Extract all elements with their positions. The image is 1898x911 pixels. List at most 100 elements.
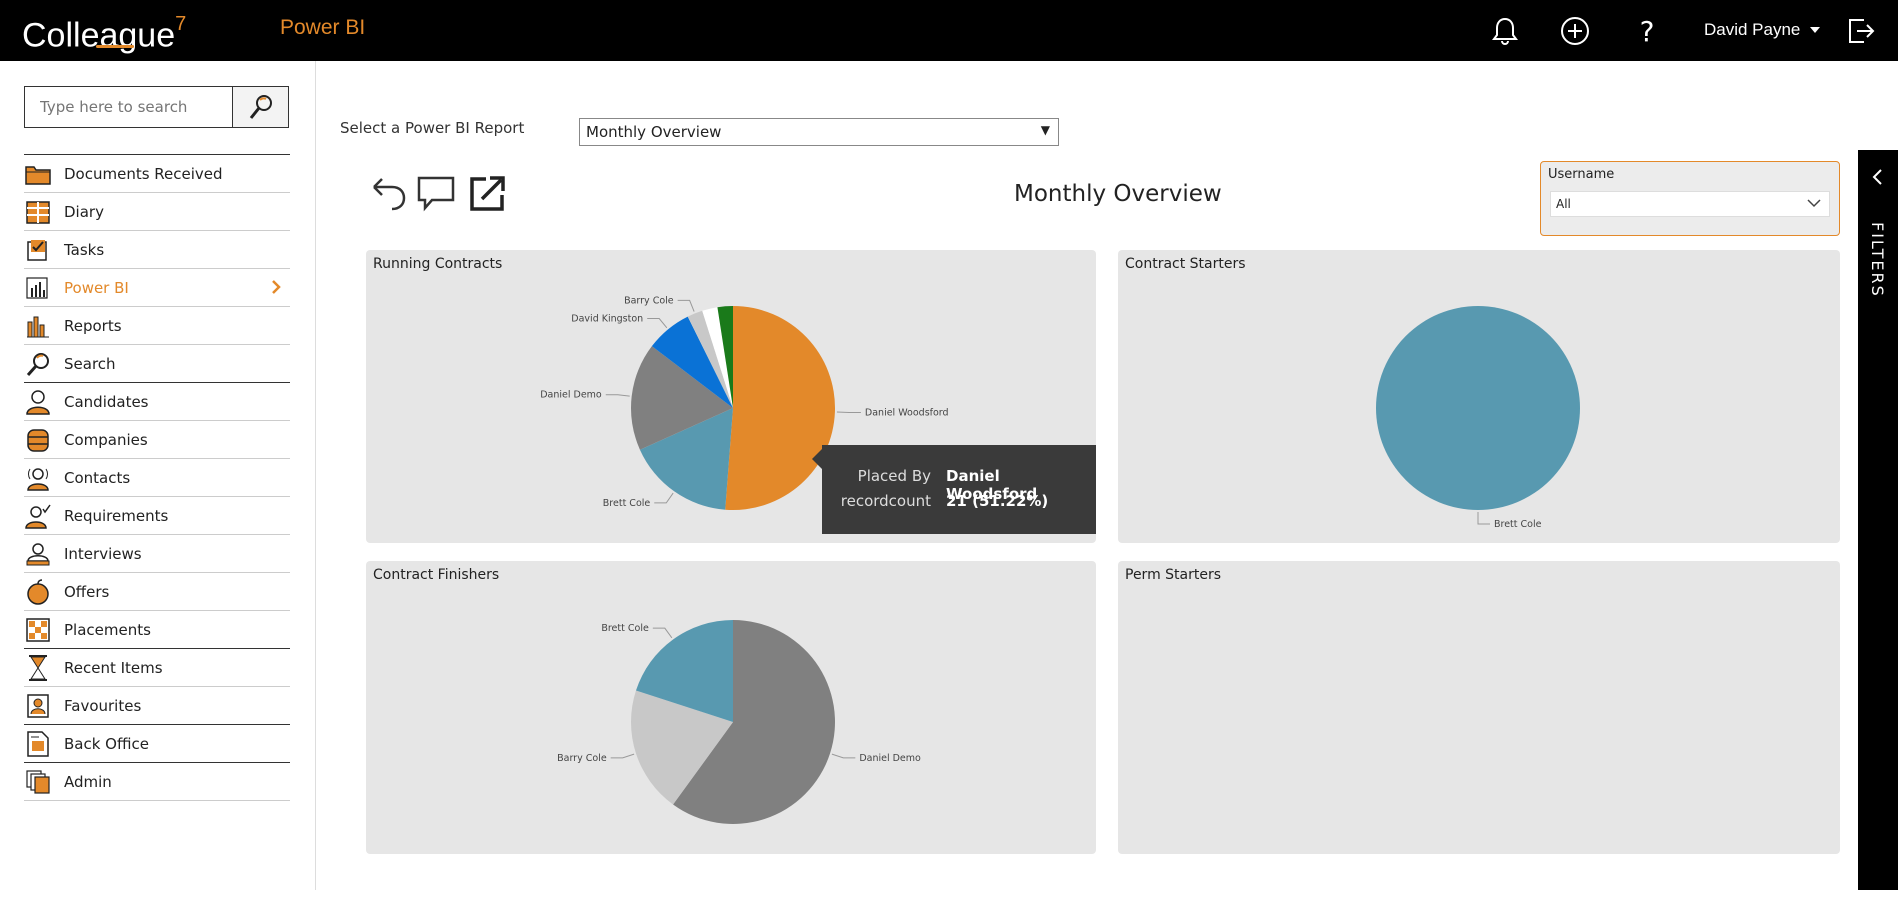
sidebar-item-label: Diary <box>64 203 104 221</box>
comment-icon[interactable] <box>416 173 456 213</box>
pie-label: Barry Cole <box>624 295 674 306</box>
sidebar-item-label: Tasks <box>64 241 104 259</box>
sidebar-item-candidates[interactable]: Candidates <box>24 382 290 420</box>
add-icon[interactable] <box>1557 13 1593 49</box>
tooltip-key-recordcount: recordcount <box>841 492 931 510</box>
sidebar-item-label: Back Office <box>64 735 149 753</box>
chevron-left-icon[interactable] <box>1871 168 1885 186</box>
chevron-right-icon <box>270 279 282 299</box>
bar-chart-icon <box>24 312 52 340</box>
sidebar-item-interviews[interactable]: Interviews <box>24 534 290 572</box>
slicer-label: Username <box>1548 167 1614 182</box>
requirement-icon <box>24 502 52 530</box>
tooltip-arrow <box>812 449 822 469</box>
svg-text:?: ? <box>1640 15 1655 47</box>
search-input[interactable] <box>24 86 233 128</box>
tile-contract-starters[interactable]: Contract Starters Brett Cole <box>1118 250 1840 543</box>
pie-slice-brett-cole[interactable] <box>1376 306 1580 510</box>
pie-label: Brett Cole <box>603 498 651 509</box>
colleague-logo[interactable]: Colleague7 <box>22 6 186 57</box>
sidebar-item-label: Placements <box>64 621 151 639</box>
sidebar-item-label: Favourites <box>64 697 141 715</box>
pie-leader-line <box>832 754 855 758</box>
sidebar-nav-end <box>24 800 290 801</box>
slicer-value: All <box>1556 197 1571 211</box>
pie-leader-line <box>647 319 667 328</box>
sidebar-item-label: Documents Received <box>64 165 223 183</box>
sidebar-item-label: Offers <box>64 583 109 601</box>
report-select-value: Monthly Overview <box>586 123 721 141</box>
sidebar-item-label: Companies <box>64 431 148 449</box>
sidebar-item-back-office[interactable]: Back Office <box>24 724 290 762</box>
checklist-icon <box>24 236 52 264</box>
share-icon[interactable] <box>468 173 508 213</box>
interview-icon <box>24 540 52 568</box>
pie-leader-line <box>654 493 673 503</box>
report-select-label: Select a Power BI Report <box>340 119 524 137</box>
sidebar-item-favourites[interactable]: Favourites <box>24 686 290 724</box>
sidebar-item-search[interactable]: Search <box>24 344 290 382</box>
top-bar: Colleague7 Power BI ? David Payne <box>0 0 1898 61</box>
pie-leader-line <box>653 628 672 638</box>
magnifier-icon <box>24 350 52 378</box>
sidebar-item-label: Power BI <box>64 279 129 297</box>
sidebar-item-diary[interactable]: Diary <box>24 192 290 230</box>
dropdown-arrow-icon: ▼ <box>1041 123 1050 137</box>
pie-label: Daniel Woodsford <box>865 407 949 418</box>
sidebar-item-reports[interactable]: Reports <box>24 306 290 344</box>
search-button[interactable] <box>232 86 289 128</box>
sidebar-item-tasks[interactable]: Tasks <box>24 230 290 268</box>
tile-perm-starters[interactable]: Perm Starters <box>1118 561 1840 854</box>
tile-title: Perm Starters <box>1125 567 1221 583</box>
pie-label: Brett Cole <box>1494 519 1542 530</box>
sidebar-item-label: Candidates <box>64 393 149 411</box>
pie-leader-line <box>606 395 630 396</box>
sidebar: Documents Received Diary Tasks Power BI … <box>0 61 316 890</box>
sidebar-item-recent-items[interactable]: Recent Items <box>24 648 290 686</box>
logo-underline <box>96 45 134 48</box>
help-icon[interactable]: ? <box>1629 13 1665 49</box>
sidebar-item-label: Recent Items <box>64 659 163 677</box>
contract-starters-pie: Brett Cole <box>1118 250 1840 543</box>
filters-label: FILTERS <box>1868 222 1887 298</box>
sidebar-item-companies[interactable]: Companies <box>24 420 290 458</box>
sidebar-item-placements[interactable]: Placements <box>24 610 290 648</box>
app-title: Power BI <box>280 16 365 40</box>
document-icon <box>24 730 52 758</box>
pie-label: David Kingston <box>571 314 643 325</box>
bell-icon[interactable] <box>1487 13 1523 49</box>
undo-icon[interactable] <box>370 173 410 213</box>
tooltip-key-placed-by: Placed By <box>858 467 931 485</box>
sidebar-item-contacts[interactable]: Contacts <box>24 458 290 496</box>
placement-icon <box>24 616 52 644</box>
pie-leader-line <box>1478 512 1490 524</box>
sidebar-item-admin[interactable]: Admin <box>24 762 290 800</box>
chevron-down-icon <box>1810 27 1820 33</box>
pie-slice-daniel-woodsford[interactable] <box>725 306 835 510</box>
sidebar-item-requirements[interactable]: Requirements <box>24 496 290 534</box>
sidebar-item-label: Interviews <box>64 545 142 563</box>
chart-tooltip: Placed By Daniel Woodsford recordcount 2… <box>822 445 1096 534</box>
user-menu[interactable]: David Payne <box>1704 20 1820 40</box>
calendar-icon <box>24 198 52 226</box>
sidebar-nav: Documents Received Diary Tasks Power BI … <box>24 154 290 801</box>
tooltip-value-recordcount: 21 (51.22%) <box>946 492 1048 510</box>
building-icon <box>24 426 52 454</box>
report-select[interactable]: Monthly Overview ▼ <box>579 118 1059 146</box>
sidebar-item-documents-received[interactable]: Documents Received <box>24 154 290 192</box>
sidebar-item-label: Search <box>64 355 116 373</box>
offer-icon <box>24 578 52 606</box>
sidebar-item-label: Contacts <box>64 469 130 487</box>
username-dropdown[interactable]: All <box>1550 191 1830 217</box>
pie-label: Brett Cole <box>601 623 649 634</box>
pie-label: Barry Cole <box>557 753 607 764</box>
sidebar-item-offers[interactable]: Offers <box>24 572 290 610</box>
sidebar-item-label: Reports <box>64 317 122 335</box>
sidebar-item-label: Requirements <box>64 507 168 525</box>
filters-pane[interactable]: FILTERS <box>1858 150 1898 890</box>
pie-leader-line <box>678 300 694 311</box>
sidebar-item-power-bi[interactable]: Power BI <box>24 268 290 306</box>
logout-icon[interactable] <box>1842 13 1878 49</box>
